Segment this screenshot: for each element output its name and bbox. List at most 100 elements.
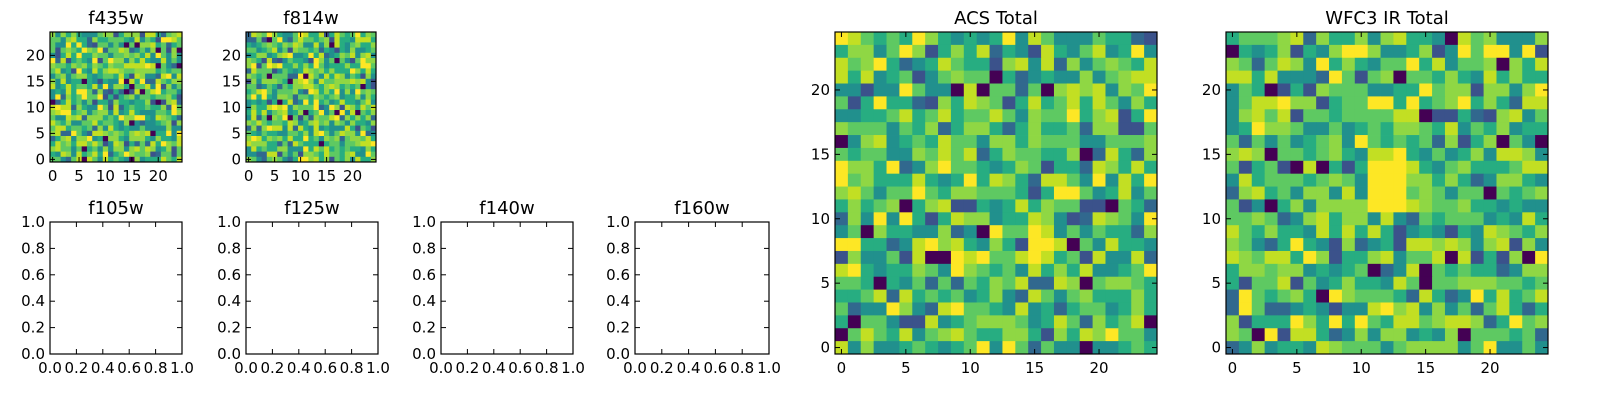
x-tick-label: 10 [291, 167, 310, 185]
heatmap-cell [150, 120, 156, 126]
heatmap-cell [256, 115, 262, 121]
heatmap-cell [835, 186, 849, 200]
heatmap-cell [899, 225, 913, 239]
heatmap-cell [160, 42, 167, 48]
heatmap-cell [1144, 70, 1158, 84]
heatmap-cell [1354, 57, 1369, 72]
heatmap-cell [145, 115, 151, 121]
heatmap-cell [835, 315, 849, 329]
heatmap-cell [1105, 70, 1119, 84]
heatmap-cell [925, 186, 939, 200]
heatmap-cell [1015, 250, 1029, 265]
heatmap-cell [1277, 289, 1291, 303]
heatmap-cell [1354, 263, 1369, 278]
heatmap-cell [1406, 263, 1420, 278]
heatmap-cell [1144, 328, 1158, 342]
heatmap-cell [899, 315, 913, 329]
x-tick-label: 10 [96, 167, 115, 185]
heatmap-cell [287, 125, 294, 132]
heatmap-cell [1432, 96, 1446, 110]
heatmap-cell [246, 125, 252, 132]
heatmap-cell [1329, 147, 1343, 162]
heatmap-cell [1002, 289, 1016, 303]
heatmap-cell [365, 84, 372, 90]
heatmap-cell [1144, 32, 1158, 46]
heatmap-cell [355, 151, 361, 158]
heatmap-cell [1444, 341, 1459, 355]
y-tick-label: 15 [1202, 145, 1221, 163]
heatmap-cell [886, 135, 900, 149]
heatmap-cell [318, 151, 325, 158]
heatmap-cell [1028, 238, 1042, 252]
heatmap-cell [925, 160, 939, 175]
heatmap-cell [86, 125, 93, 132]
heatmap-cell [1380, 238, 1394, 252]
heatmap-cell [282, 99, 288, 106]
heatmap-cell [339, 125, 346, 132]
heatmap-cell [899, 238, 913, 252]
heatmap-cell [1483, 44, 1497, 59]
heatmap-cell [1277, 238, 1291, 252]
heatmap-cell [145, 136, 151, 142]
heatmap-cell [1303, 289, 1317, 303]
heatmap-cell [298, 73, 304, 80]
heatmap-cell [847, 276, 862, 290]
x-tick-label: 0 [48, 167, 58, 185]
heatmap-cell [1105, 122, 1119, 136]
heatmap-cell [55, 110, 61, 116]
heatmap-cell [925, 289, 939, 303]
heatmap-cell [139, 110, 146, 116]
heatmap-cell [847, 70, 862, 84]
heatmap-cell [123, 63, 130, 69]
heatmap-cell [1457, 109, 1472, 123]
heatmap-cell [76, 37, 83, 43]
heatmap-cell [1535, 32, 1549, 46]
heatmap-cell [1015, 173, 1029, 187]
heatmap-cell [65, 42, 72, 48]
heatmap-cell [1238, 147, 1253, 162]
y-tick-label: 0 [35, 150, 45, 168]
heatmap-cell [1290, 96, 1304, 110]
heatmap-cell [246, 63, 252, 69]
heatmap-cell [166, 89, 172, 95]
heatmap-cell [860, 70, 875, 84]
heatmap-cell [912, 341, 926, 355]
heatmap-cell [334, 120, 340, 126]
heatmap-cell [282, 68, 288, 74]
heatmap-cell [65, 84, 72, 90]
heatmap-cell [155, 89, 162, 95]
heatmap-cell [134, 99, 141, 106]
heatmap-cell [166, 37, 172, 43]
heatmap-cell [925, 44, 939, 59]
heatmap-cell [1535, 276, 1549, 290]
heatmap-cell [266, 125, 273, 132]
heatmap-cell [1522, 147, 1536, 162]
heatmap-cell [976, 135, 990, 149]
heatmap-cell [1131, 212, 1145, 226]
heatmap-cell [1329, 32, 1343, 46]
heatmap-cell [1341, 70, 1356, 84]
heatmap-cell [139, 58, 146, 64]
heatmap-cell [292, 151, 299, 158]
axes-frame [1225, 31, 1549, 355]
heatmap-cell [313, 42, 320, 48]
heatmap-cell [86, 156, 93, 163]
heatmap-cell [282, 136, 288, 142]
heatmap-cell [1509, 225, 1523, 239]
heatmap-cell [1341, 289, 1356, 303]
heatmap-cell [344, 52, 351, 59]
x-tick-label: 0 [1228, 359, 1238, 377]
heatmap-cell [912, 96, 926, 110]
heatmap-cell [76, 141, 83, 147]
heatmap-cell [50, 58, 56, 64]
heatmap-cell [1290, 147, 1304, 162]
heatmap-cell [1419, 250, 1433, 265]
heatmap-cell [287, 141, 294, 147]
heatmap-cell [886, 341, 900, 355]
heatmap-cell [355, 58, 361, 64]
heatmap-cell [1118, 122, 1132, 136]
heatmap-cell [360, 84, 366, 90]
heatmap-cell [1066, 225, 1081, 239]
heatmap-cell [155, 73, 162, 80]
